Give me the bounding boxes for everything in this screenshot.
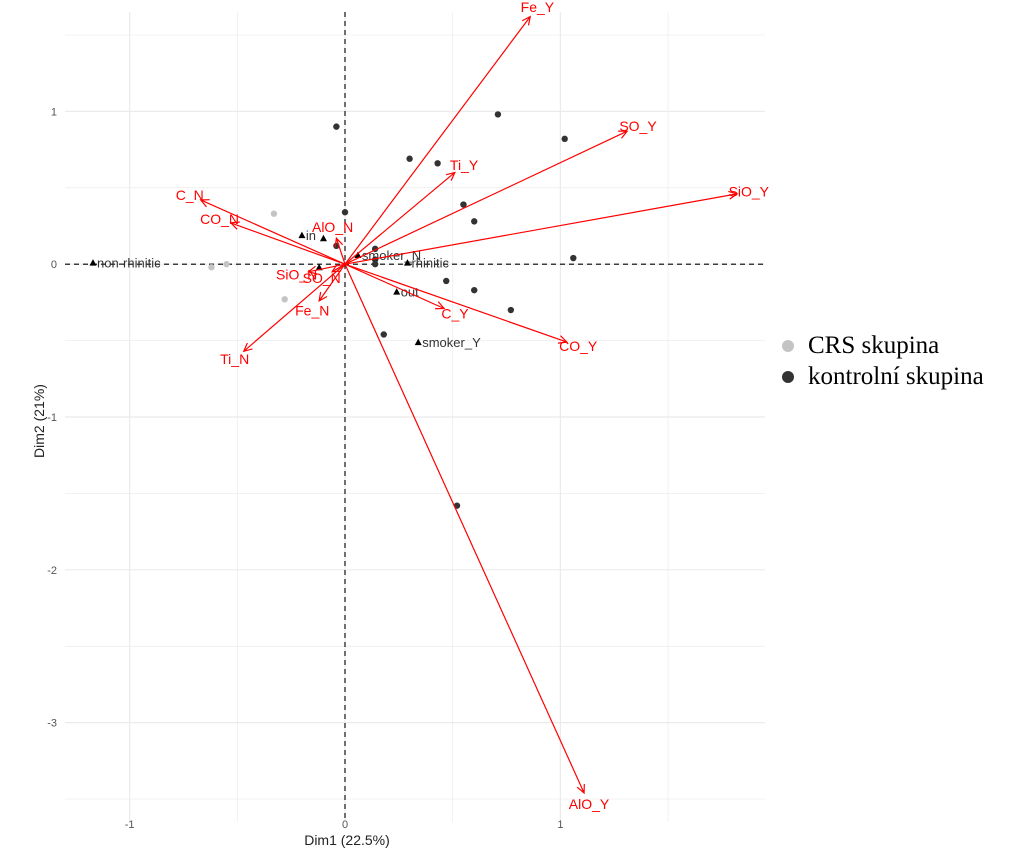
- category-marker: [89, 259, 97, 266]
- variable-arrow-head: [521, 15, 532, 26]
- variable-arrow: [308, 263, 346, 273]
- data-point: [341, 209, 349, 216]
- variable-arrow-label: CO_N: [200, 211, 239, 227]
- data-point: [460, 201, 467, 208]
- y-axis-label: Dim2 (21%): [31, 384, 47, 458]
- y-tick-label: 1: [51, 106, 57, 118]
- data-point: [208, 264, 215, 271]
- y-tick-label: 0: [51, 259, 57, 271]
- variable-arrow-head: [334, 236, 344, 248]
- legend: CRS skupina kontrolní skupina: [782, 330, 984, 392]
- category-marker: [403, 259, 411, 266]
- variable-arrow-head: [229, 221, 240, 230]
- data-point: [406, 155, 413, 162]
- category-label: rhinitic: [411, 256, 449, 271]
- variable-arrow-head: [435, 301, 446, 310]
- category-marker: [298, 231, 306, 239]
- data-point: [561, 135, 568, 143]
- variable-arrows: Fe_Y SO_Y SiO_Y Ti_Y C_N CO_N AlO_N SiO_NSO_N Fe…: [176, 0, 770, 812]
- variable-arrow-head: [557, 335, 569, 344]
- category-marker: [393, 288, 401, 295]
- y-tick-label: -1: [47, 412, 57, 424]
- variable-arrow-head: [445, 171, 456, 181]
- x-tick-label: 0: [342, 819, 348, 831]
- legend-item-control: kontrolní skupina: [782, 361, 984, 392]
- x-tick-label: 1: [557, 819, 563, 831]
- data-point: [471, 286, 478, 294]
- variable-arrow: [243, 263, 346, 352]
- data-point: [570, 254, 577, 262]
- variable-arrow: [344, 263, 568, 343]
- observation-points: [208, 111, 577, 509]
- variable-arrow: [344, 172, 456, 265]
- y-tick-label: -2: [47, 565, 57, 577]
- variable-arrow: [200, 199, 346, 265]
- variable-arrow-head: [576, 783, 585, 795]
- category-markers: non-rhiniticinsmoker_Nrhiniticoutsmoker_…: [89, 228, 481, 350]
- variable-arrow-head: [728, 190, 739, 200]
- category-label: non-rhinitic: [97, 256, 161, 271]
- variable-arrow-label: CO_Y: [559, 338, 598, 354]
- data-point: [223, 260, 230, 268]
- axis-ticks: -1 0 1 -3 -2 -1 0 1: [47, 106, 563, 831]
- category-marker: [354, 251, 362, 258]
- variable-arrow-label: SiO_N: [276, 266, 317, 282]
- variable-arrow-head: [318, 291, 328, 302]
- reference-lines: [65, 12, 765, 822]
- data-point: [371, 260, 379, 268]
- variable-arrow-label: SO_Y: [619, 118, 657, 134]
- legend-crs-label: CRS skupina: [808, 331, 940, 359]
- data-point: [494, 111, 502, 118]
- variable-arrow-label: SiO_Y: [729, 184, 770, 200]
- variable-arrow-head: [330, 263, 342, 273]
- variable-arrow: [344, 130, 628, 265]
- variable-arrow: [335, 237, 346, 265]
- variable-arrow: [344, 193, 738, 265]
- variable-arrow: [344, 263, 445, 310]
- variable-arrow-label: C_N: [176, 187, 204, 203]
- legend-control-label: kontrolní skupina: [808, 362, 984, 390]
- variable-arrow-label: AlO_Y: [569, 796, 610, 812]
- x-axis-label: Dim1 (22.5%): [304, 832, 390, 848]
- variable-arrow-label: SO_N: [303, 270, 341, 286]
- variable-arrow-label: Fe_N: [295, 303, 329, 319]
- variable-arrow-label: Ti_Y: [450, 157, 479, 173]
- category-label: in: [306, 228, 316, 243]
- data-point: [434, 160, 441, 167]
- category-label: smoker_Y: [422, 335, 481, 350]
- legend-item-crs: CRS skupina: [782, 330, 984, 361]
- data-point: [507, 306, 515, 314]
- variable-arrow-label: Fe_Y: [521, 0, 555, 15]
- variable-arrow: [318, 263, 346, 302]
- variable-arrow-label: C_Y: [441, 305, 469, 321]
- variable-arrow-label: Ti_N: [220, 351, 249, 367]
- x-tick-label: -1: [125, 819, 135, 831]
- data-point: [333, 123, 340, 130]
- data-point: [281, 296, 288, 303]
- variable-arrow-head: [242, 342, 253, 353]
- legend-crs-dot-icon: [782, 339, 794, 352]
- y-tick-label: -3: [47, 718, 57, 730]
- variable-arrow-head: [199, 199, 210, 208]
- category-marker: [414, 338, 422, 346]
- variable-arrow-label: AlO_N: [312, 219, 353, 235]
- variable-arrow-head: [307, 265, 318, 275]
- data-point: [380, 331, 387, 338]
- variable-arrow: [344, 263, 585, 794]
- legend-control-dot-icon: [782, 370, 794, 383]
- data-point: [471, 218, 478, 225]
- data-point: [443, 277, 450, 285]
- category-marker: [319, 234, 327, 242]
- data-point: [270, 210, 278, 217]
- variable-arrow-head: [618, 130, 629, 139]
- variable-arrow: [344, 16, 531, 265]
- variable-arrow: [230, 222, 346, 265]
